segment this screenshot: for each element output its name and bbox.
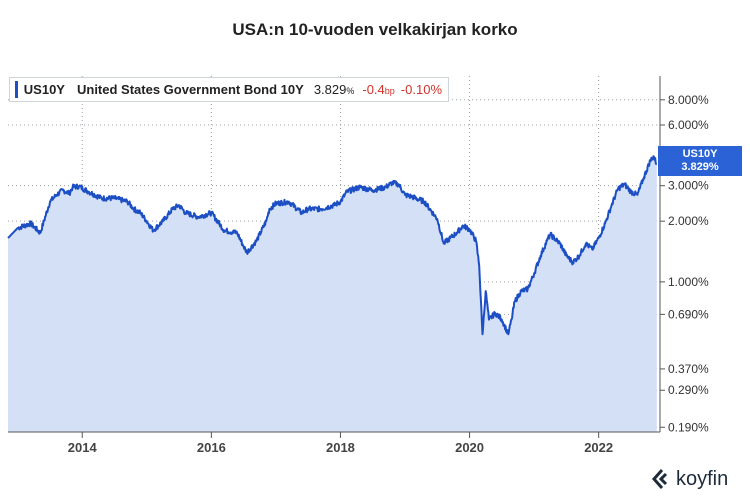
series-legend[interactable]: US10Y United States Government Bond 10Y …	[9, 77, 449, 102]
y-tick-label: 0.690%	[668, 307, 709, 321]
koyfin-logo-icon	[651, 469, 668, 489]
brand-logo: koyfin	[651, 466, 728, 492]
x-axis: 2014 2016 2018 2020 2022	[68, 432, 613, 455]
badge-value: 3.829%	[681, 161, 719, 173]
y-axis: 8.000% 6.000% 3.000% 2.000% 1.000% 0.690% 0.37…	[660, 93, 709, 434]
y-tick-label: 6.000%	[668, 118, 709, 132]
x-tick-label: 2020	[455, 440, 484, 455]
x-tick-label: 2016	[197, 440, 226, 455]
series-color-swatch	[15, 81, 18, 98]
y-tick-label: 0.190%	[668, 420, 709, 434]
badge-symbol: US10Y	[682, 148, 718, 160]
legend-symbol: US10Y	[23, 82, 65, 97]
y-tick-label: 3.000%	[668, 179, 709, 193]
legend-series-name: United States Government Bond 10Y	[76, 82, 304, 97]
area-fill	[8, 156, 657, 432]
y-tick-label: 0.290%	[668, 383, 709, 397]
legend-change-pct: -0.10%	[400, 82, 442, 97]
x-tick-label: 2014	[68, 440, 98, 455]
series-line-us10y[interactable]	[7, 155, 658, 336]
x-tick-label: 2018	[326, 440, 355, 455]
last-value-badge: US10Y 3.829%	[658, 146, 742, 176]
chart-title: USA:n 10-vuoden velkakirjan korko	[232, 20, 518, 39]
y-tick-label: 8.000%	[668, 93, 709, 107]
brand-name: koyfin	[676, 467, 729, 490]
legend-change-bp: -0.4bp	[362, 82, 395, 97]
y-tick-label: 1.000%	[668, 275, 709, 289]
x-tick-label: 2022	[584, 440, 613, 455]
y-tick-label: 0.370%	[668, 362, 709, 376]
y-tick-label: 2.000%	[668, 214, 709, 228]
legend-last-value: 3.829%	[313, 82, 355, 97]
